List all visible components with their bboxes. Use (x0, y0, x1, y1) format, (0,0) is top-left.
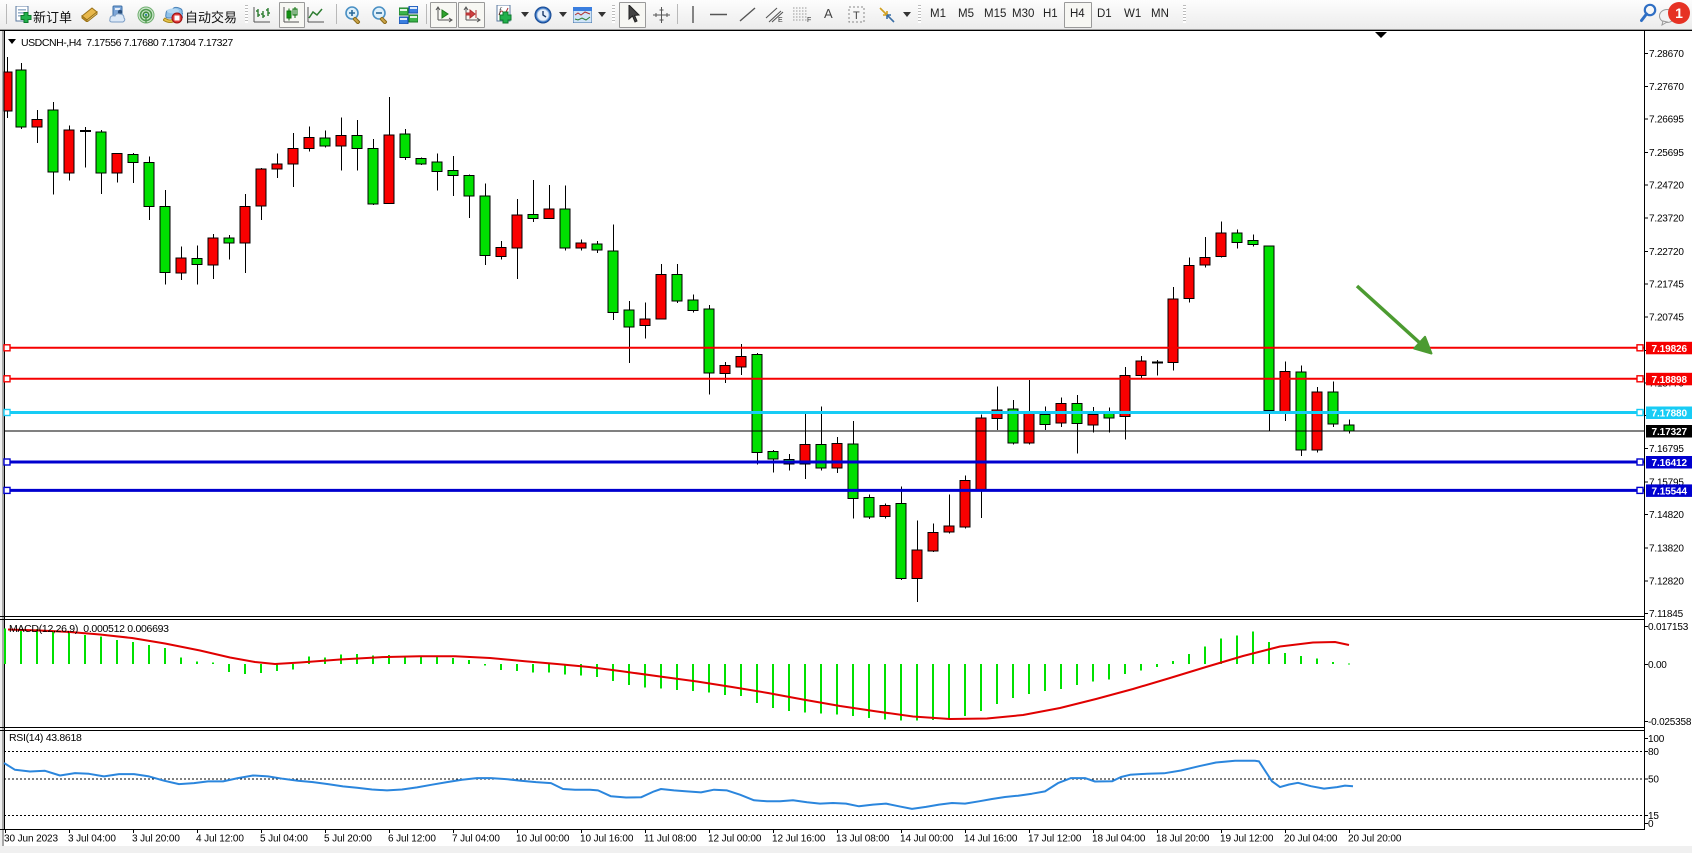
svg-text:80: 80 (1648, 747, 1659, 758)
svg-text:0.017153: 0.017153 (1648, 622, 1689, 633)
svg-text:RSI(14) 43.8618: RSI(14) 43.8618 (9, 732, 82, 744)
svg-text:13 Jul 08:00: 13 Jul 08:00 (836, 834, 890, 845)
svg-text:11 Jul 08:00: 11 Jul 08:00 (644, 834, 697, 845)
svg-text:7.14820: 7.14820 (1649, 510, 1684, 521)
svg-text:-0.025358: -0.025358 (1648, 717, 1692, 728)
svg-text:6 Jul 12:00: 6 Jul 12:00 (388, 834, 436, 845)
svg-text:7.16412: 7.16412 (1652, 458, 1688, 469)
svg-text:7.12820: 7.12820 (1649, 577, 1684, 588)
svg-text:100: 100 (1648, 734, 1665, 745)
svg-text:30 Jun 2023: 30 Jun 2023 (4, 834, 58, 845)
svg-text:7.17880: 7.17880 (1652, 409, 1688, 420)
svg-text:17 Jul 12:00: 17 Jul 12:00 (1028, 834, 1082, 845)
svg-text:20 Jul 04:00: 20 Jul 04:00 (1284, 834, 1338, 845)
svg-text:E: E (778, 17, 783, 23)
svg-text:7.19826: 7.19826 (1652, 344, 1688, 355)
svg-text:19 Jul 12:00: 19 Jul 12:00 (1220, 834, 1274, 845)
svg-text:3 Jul 04:00: 3 Jul 04:00 (68, 834, 116, 845)
svg-text:7.25695: 7.25695 (1649, 148, 1684, 159)
svg-text:7.16795: 7.16795 (1649, 444, 1684, 455)
svg-text:7.18898: 7.18898 (1652, 375, 1688, 386)
svg-text:4 Jul 12:00: 4 Jul 12:00 (196, 834, 244, 845)
svg-text:7.17327: 7.17327 (1652, 427, 1688, 438)
svg-text:18 Jul 04:00: 18 Jul 04:00 (1092, 834, 1146, 845)
svg-text:5 Jul 04:00: 5 Jul 04:00 (260, 834, 308, 845)
svg-text:7.24720: 7.24720 (1649, 180, 1684, 191)
svg-text:3 Jul 20:00: 3 Jul 20:00 (132, 834, 180, 845)
svg-text:7.15795: 7.15795 (1649, 478, 1684, 489)
svg-text:12 Jul 16:00: 12 Jul 16:00 (772, 834, 826, 845)
svg-text:50: 50 (1648, 774, 1659, 785)
svg-text:18 Jul 20:00: 18 Jul 20:00 (1156, 834, 1210, 845)
svg-text:7.11845: 7.11845 (1649, 609, 1684, 620)
svg-text:7.13820: 7.13820 (1649, 543, 1684, 554)
svg-text:7.22720: 7.22720 (1649, 247, 1684, 258)
svg-text:12 Jul 00:00: 12 Jul 00:00 (708, 834, 762, 845)
svg-text:MACD(12,26,9) 0.000512 0.0066: MACD(12,26,9) 0.000512 0.006693 (9, 623, 169, 635)
svg-text:USDCNH-,H4 7.17556 7.17680 7.: USDCNH-,H4 7.17556 7.17680 7.17304 7.173… (21, 37, 233, 49)
svg-text:20 Jul 20:00: 20 Jul 20:00 (1348, 834, 1402, 845)
svg-text:7.28670: 7.28670 (1649, 49, 1684, 60)
svg-text:7.21745: 7.21745 (1649, 279, 1684, 290)
svg-text:7.20745: 7.20745 (1649, 313, 1684, 324)
svg-text:7.23720: 7.23720 (1649, 214, 1684, 225)
svg-text:14 Jul 16:00: 14 Jul 16:00 (964, 834, 1018, 845)
svg-text:7.27670: 7.27670 (1649, 82, 1684, 93)
svg-text:10 Jul 16:00: 10 Jul 16:00 (580, 834, 634, 845)
svg-text:14 Jul 00:00: 14 Jul 00:00 (900, 834, 954, 845)
svg-text:f: f (499, 6, 503, 15)
svg-text:7.15544: 7.15544 (1652, 486, 1688, 497)
svg-text:10 Jul 00:00: 10 Jul 00:00 (516, 834, 570, 845)
svg-text:0: 0 (1648, 819, 1654, 830)
svg-text:15: 15 (1648, 811, 1659, 822)
svg-text:T: T (853, 10, 860, 22)
svg-text:7.26695: 7.26695 (1649, 115, 1684, 126)
svg-text:5 Jul 20:00: 5 Jul 20:00 (324, 834, 372, 845)
svg-text:F: F (807, 17, 811, 23)
svg-text:0.00: 0.00 (1648, 660, 1667, 671)
svg-text:7 Jul 04:00: 7 Jul 04:00 (452, 834, 500, 845)
